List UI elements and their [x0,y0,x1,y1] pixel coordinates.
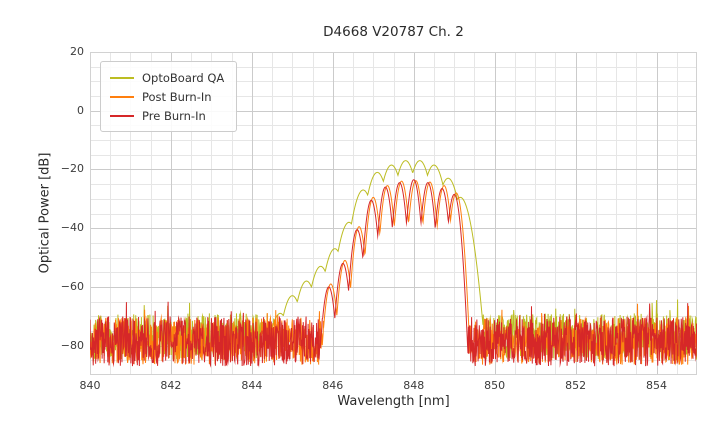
y-tick-label: −20 [60,162,84,176]
x-tick-label: 854 [646,379,668,392]
legend-entry-pre-burn-in: Pre Burn-In [110,106,224,125]
x-tick-label: 844 [241,379,263,392]
legend-swatch-optoboard-qa [110,76,134,79]
x-tick-label: 846 [322,379,344,392]
legend-swatch-pre-burn-in [110,114,134,117]
legend: OptoBoard QA Post Burn-In Pre Burn-In [100,61,238,132]
y-tick-label: −60 [60,279,84,293]
legend-entry-post-burn-in: Post Burn-In [110,87,224,106]
legend-swatch-post-burn-in [110,95,134,98]
x-tick-label: 850 [484,379,506,392]
y-tick-label: 0 [77,103,84,117]
legend-entry-optoboard-qa: OptoBoard QA [110,68,224,87]
x-axis-label: Wavelength [nm] [337,394,450,409]
x-tick-label: 852 [565,379,587,392]
x-tick-label: 848 [403,379,425,392]
x-tick-label: 842 [160,379,182,392]
y-tick-label: 20 [70,45,84,58]
y-tick-label: −40 [60,221,84,235]
chart-title: D4668 V20787 Ch. 2 [323,24,464,40]
legend-label-pre-burn-in: Pre Burn-In [142,108,206,123]
legend-label-post-burn-in: Post Burn-In [142,89,212,104]
x-tick-label: 840 [79,379,101,392]
y-tick-label: −80 [60,338,84,352]
legend-label-optoboard-qa: OptoBoard QA [142,70,225,85]
